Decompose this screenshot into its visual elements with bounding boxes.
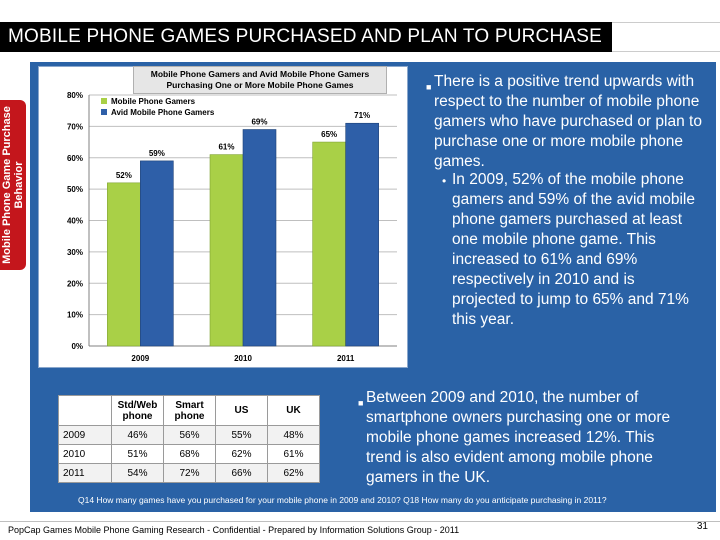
table-cell: 51% (111, 444, 164, 464)
side-tab-label: Mobile Phone Game Purchase Behavior (1, 106, 25, 264)
y-tick-label: 60% (67, 154, 83, 163)
bullet-marker-icon: ■ (426, 82, 432, 92)
bar (140, 160, 174, 347)
y-tick-label: 80% (67, 91, 83, 100)
bullet-main-text: There is a positive trend upwards with r… (434, 73, 702, 170)
page-number: 31 (696, 521, 708, 532)
title-bar-accent (612, 22, 720, 52)
bullet-sub: • In 2009, 52% of the mobile phone gamer… (442, 170, 702, 330)
table-cell: 2010 (58, 444, 112, 464)
bullet-sub-text: In 2009, 52% of the mobile phone gamers … (452, 171, 695, 328)
data-label: 59% (149, 149, 165, 158)
bullet-dot-icon: • (442, 174, 447, 188)
table-cell: 66% (215, 463, 268, 483)
x-tick-label: 2009 (131, 354, 149, 363)
table-header-cell: UK (267, 395, 320, 426)
table-cell: 62% (267, 463, 320, 483)
table-header-cell (58, 395, 112, 426)
data-label: 71% (354, 111, 370, 120)
y-tick-label: 40% (67, 217, 83, 226)
table-header-cell: US (215, 395, 268, 426)
data-label: 61% (218, 143, 234, 152)
table-cell: 62% (215, 444, 268, 464)
bullet-second: ■ Between 2009 and 2010, the number of s… (358, 388, 682, 488)
table-cell: 54% (111, 463, 164, 483)
smartphone-purchase-table: Std/Web phone Smart phone US UK 2009 46%… (58, 395, 320, 483)
table-cell: 55% (215, 425, 268, 445)
table-cell: 2009 (58, 425, 112, 445)
y-tick-label: 20% (67, 279, 83, 288)
bar (312, 141, 346, 347)
bar (345, 122, 379, 347)
data-label: 65% (321, 130, 337, 139)
side-tab (0, 100, 26, 270)
bullet-second-text: Between 2009 and 2010, the number of sma… (366, 389, 671, 486)
legend-label: Mobile Phone Gamers (111, 97, 196, 106)
slide-title: MOBILE PHONE GAMES PURCHASED AND PLAN TO… (8, 26, 603, 47)
bar-chart: 0% 10% 20% 30% 40% 50% 60% 70% 80% 52% 59% 2009 61% 6… (67, 91, 397, 363)
chart-title: Mobile Phone Gamers and Avid Mobile Phon… (133, 66, 387, 94)
y-tick-label: 10% (67, 311, 83, 320)
data-label: 52% (116, 171, 132, 180)
y-tick-label: 50% (67, 185, 83, 194)
table-cell: 56% (163, 425, 216, 445)
title-bar (0, 22, 612, 52)
bar (209, 154, 244, 347)
table-row: 2009 46% 56% 55% 48% (58, 425, 320, 445)
table-cell: 48% (267, 425, 320, 445)
footer-divider (0, 521, 720, 522)
data-label: 69% (251, 118, 267, 127)
legend-swatch (101, 98, 107, 104)
question-footnote: Q14 How many games have you purchased fo… (78, 495, 607, 505)
y-tick-label: 0% (71, 342, 83, 351)
table-header-cell: Std/Web phone (111, 395, 164, 426)
table-header-row: Std/Web phone Smart phone US UK (58, 395, 320, 426)
legend-swatch (101, 109, 107, 115)
table-cell: 61% (267, 444, 320, 464)
chart-container: 0% 10% 20% 30% 40% 50% 60% 70% 80% 52% 59% 2009 61% 6… (38, 66, 408, 368)
table-header-cell: Smart phone (163, 395, 216, 426)
table-row: 2011 54% 72% 66% 62% (58, 463, 320, 483)
bar (242, 129, 277, 347)
bullet-main: ■ There is a positive trend upwards with… (426, 72, 704, 172)
x-tick-label: 2010 (234, 354, 252, 363)
y-tick-label: 30% (67, 248, 83, 257)
table-cell: 2011 (58, 463, 112, 483)
y-tick-label: 70% (67, 122, 83, 131)
table-cell: 72% (163, 463, 216, 483)
x-tick-label: 2011 (337, 354, 355, 363)
table-cell: 46% (111, 425, 164, 445)
bar (107, 182, 141, 347)
footer-text: PopCap Games Mobile Phone Gaming Researc… (8, 525, 460, 535)
table-row: 2010 51% 68% 62% 61% (58, 444, 320, 464)
legend-label: Avid Mobile Phone Gamers (111, 108, 215, 117)
table-cell: 68% (163, 444, 216, 464)
bullet-marker-icon: ■ (358, 398, 364, 408)
